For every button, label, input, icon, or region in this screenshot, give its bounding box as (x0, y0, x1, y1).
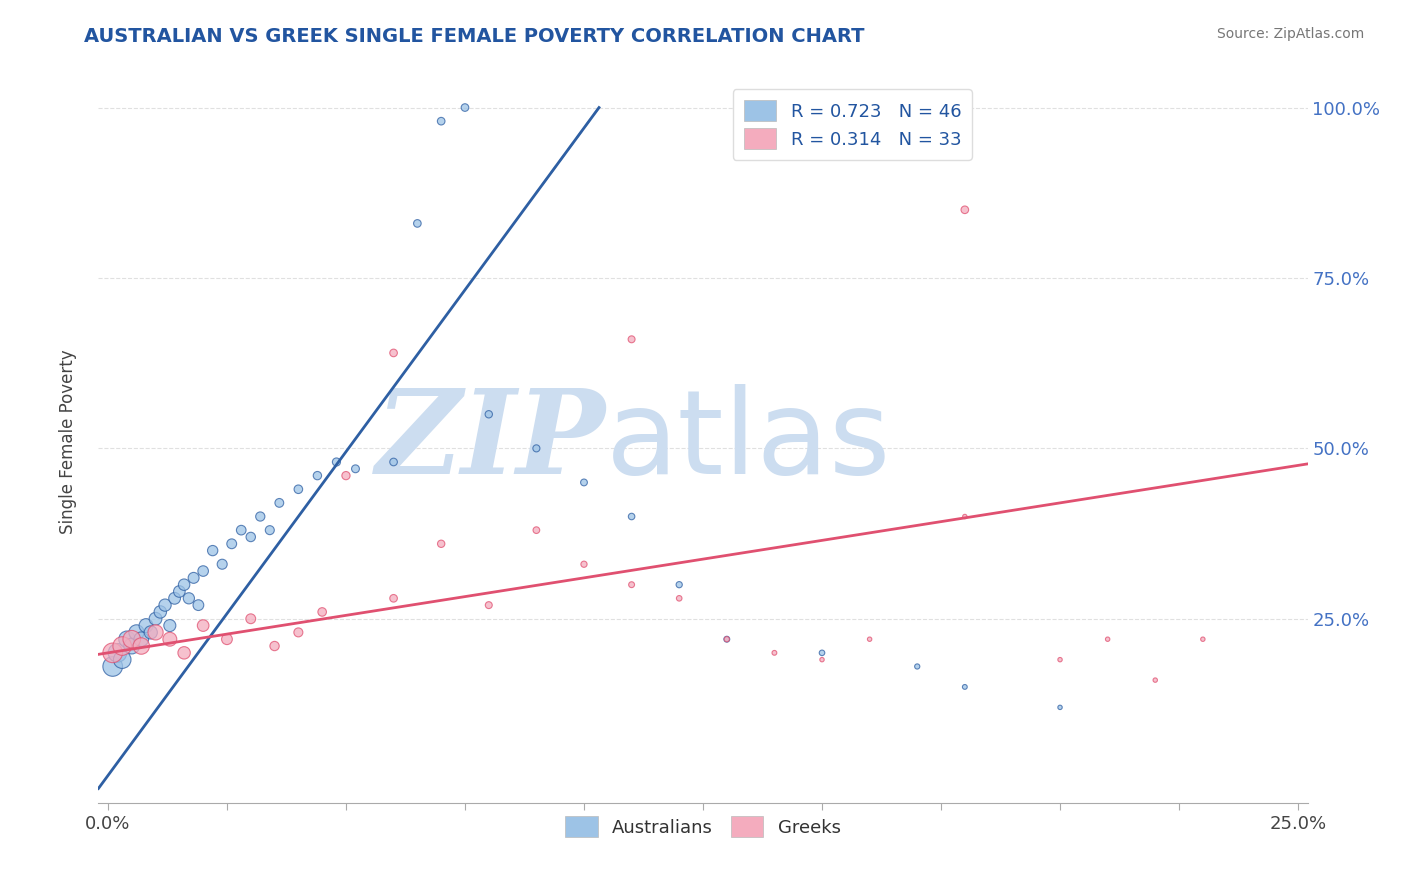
Point (107, 646, 129, 660)
Point (111, 653, 134, 667)
Point (145, 612, 167, 626)
Point (811, 646, 834, 660)
Point (249, 509, 271, 524)
Point (620, 577, 643, 591)
Point (191, 618, 214, 632)
Point (101, 659, 124, 673)
Point (478, 407, 501, 421)
Point (716, 632, 738, 647)
Point (101, 646, 124, 660)
Point (382, 455, 405, 469)
Point (139, 625, 162, 640)
Point (287, 625, 309, 640)
Point (524, 442, 547, 456)
Point (811, 653, 834, 667)
Point (335, 468, 357, 483)
Point (572, 558, 595, 572)
Point (221, 537, 243, 551)
Text: AUSTRALIAN VS GREEK SINGLE FEMALE POVERTY CORRELATION CHART: AUSTRALIAN VS GREEK SINGLE FEMALE POVERT… (84, 27, 865, 45)
Point (129, 632, 152, 647)
Point (1097, 632, 1119, 647)
Text: Source: ZipAtlas.com: Source: ZipAtlas.com (1216, 27, 1364, 41)
Y-axis label: Single Female Poverty: Single Female Poverty (59, 350, 77, 533)
Point (325, 455, 347, 469)
Point (1049, 653, 1071, 667)
Point (620, 509, 643, 524)
Point (115, 632, 138, 647)
Text: atlas: atlas (606, 384, 891, 499)
Point (163, 591, 186, 606)
Point (953, 509, 976, 524)
Point (953, 680, 976, 694)
Point (129, 639, 152, 653)
Point (307, 468, 329, 483)
Point (177, 591, 200, 606)
Point (454, 101, 477, 115)
Point (173, 577, 195, 591)
Point (430, 114, 453, 128)
Point (269, 496, 291, 510)
Point (121, 632, 143, 647)
Point (905, 659, 928, 673)
Point (1049, 700, 1071, 714)
Point (145, 625, 167, 640)
Point (149, 605, 172, 619)
Point (524, 523, 547, 537)
Point (159, 632, 181, 647)
Point (382, 346, 405, 360)
Point (191, 564, 214, 578)
Point (763, 646, 786, 660)
Point (211, 558, 233, 572)
Point (953, 202, 976, 217)
Point (478, 598, 501, 612)
Point (201, 543, 224, 558)
Point (239, 530, 262, 544)
Point (259, 523, 281, 537)
Point (187, 598, 209, 612)
Point (125, 625, 148, 640)
Point (572, 475, 595, 490)
Point (1144, 673, 1167, 687)
Legend: Australians, Greeks: Australians, Greeks (558, 809, 848, 845)
Point (169, 584, 191, 599)
Point (406, 216, 429, 230)
Point (153, 598, 176, 612)
Point (430, 537, 453, 551)
Point (668, 577, 690, 591)
Point (620, 332, 643, 346)
Point (173, 646, 195, 660)
Point (215, 632, 238, 647)
Point (239, 612, 262, 626)
Point (135, 618, 157, 632)
Point (311, 605, 333, 619)
Point (287, 482, 309, 496)
Point (1192, 632, 1215, 647)
Point (716, 632, 738, 647)
Point (263, 639, 285, 653)
Point (382, 591, 405, 606)
Point (121, 639, 143, 653)
Point (668, 591, 690, 606)
Text: ZIP: ZIP (377, 384, 606, 499)
Point (344, 462, 367, 476)
Point (111, 639, 134, 653)
Point (859, 632, 882, 647)
Point (231, 523, 253, 537)
Point (183, 571, 205, 585)
Point (159, 618, 181, 632)
